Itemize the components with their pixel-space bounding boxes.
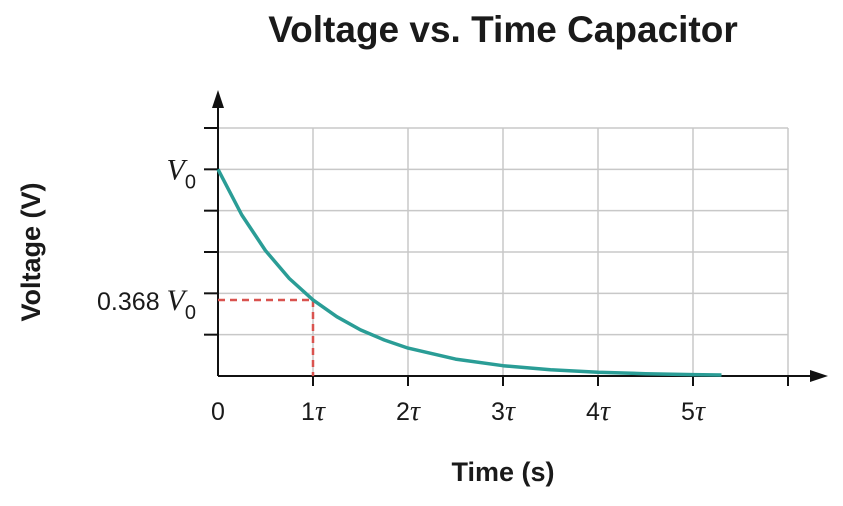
x-axis-label: Time (s): [451, 457, 554, 487]
chart-title: Voltage vs. Time Capacitor: [268, 9, 738, 50]
x-tick-label: 5τ: [681, 396, 706, 427]
y-axis-arrow: [212, 90, 224, 108]
y-axis-label: Voltage (V): [16, 182, 46, 321]
x-tick-label: 4τ: [586, 396, 611, 427]
x-tick-label: 2τ: [396, 396, 421, 427]
axes: [204, 90, 828, 386]
voltage-curve: [216, 168, 722, 377]
grid: [218, 127, 789, 376]
tick-labels: 0 1τ 2τ 3τ 4τ 5τ V0 0.368 V0: [97, 153, 706, 427]
x-tick-label: 0: [211, 398, 225, 426]
x-tick-label: 1τ: [301, 396, 326, 427]
y-tick-label: V0: [167, 153, 196, 193]
series-layer: [216, 168, 722, 377]
y-tick-label: 0.368 V0: [97, 284, 196, 324]
annotation-guides: [218, 298, 315, 376]
x-axis-arrow: [810, 370, 828, 382]
x-tick-label: 3τ: [491, 396, 516, 427]
